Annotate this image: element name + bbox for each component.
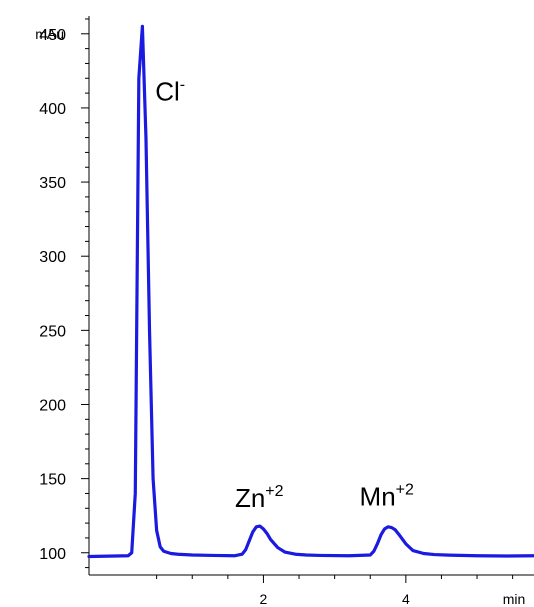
x-axis-label: min	[503, 591, 526, 607]
peak-label-ion: Zn	[235, 483, 265, 513]
y-tick-label: 100	[39, 546, 66, 563]
y-axis-label: mAu	[35, 26, 64, 42]
y-tick-label: 450	[39, 27, 66, 44]
y-tick-label: 250	[39, 323, 66, 340]
plot-series	[87, 24, 534, 559]
chromatogram-trace	[87, 24, 534, 559]
y-minor-ticks	[85, 18, 89, 569]
peak-annotations: Cl-Zn+2 Mn+2	[155, 77, 414, 513]
x-tick-label: 4	[402, 591, 410, 607]
y-tick-label: 300	[39, 249, 66, 266]
peak-label-charge: +2	[265, 483, 283, 500]
peak-label: Cl-	[155, 77, 185, 107]
peak-label-charge: +2	[396, 481, 414, 498]
peak-label: Mn+2	[360, 481, 414, 511]
y-tick-label: 150	[39, 472, 66, 489]
x-tick-label: 2	[260, 591, 268, 607]
peak-label: Zn+2	[235, 483, 284, 513]
peak-label-ion: Cl	[155, 77, 180, 107]
peak-label-charge: -	[180, 77, 185, 94]
y-tick-label: 200	[39, 397, 66, 414]
x-minor-ticks	[156, 575, 514, 579]
y-tick-label: 350	[39, 175, 66, 192]
y-major-ticks: 100 150 200 250 300 350 400 450	[39, 27, 89, 563]
peak-label-ion: Mn	[360, 481, 396, 511]
y-tick-label: 400	[39, 101, 66, 118]
